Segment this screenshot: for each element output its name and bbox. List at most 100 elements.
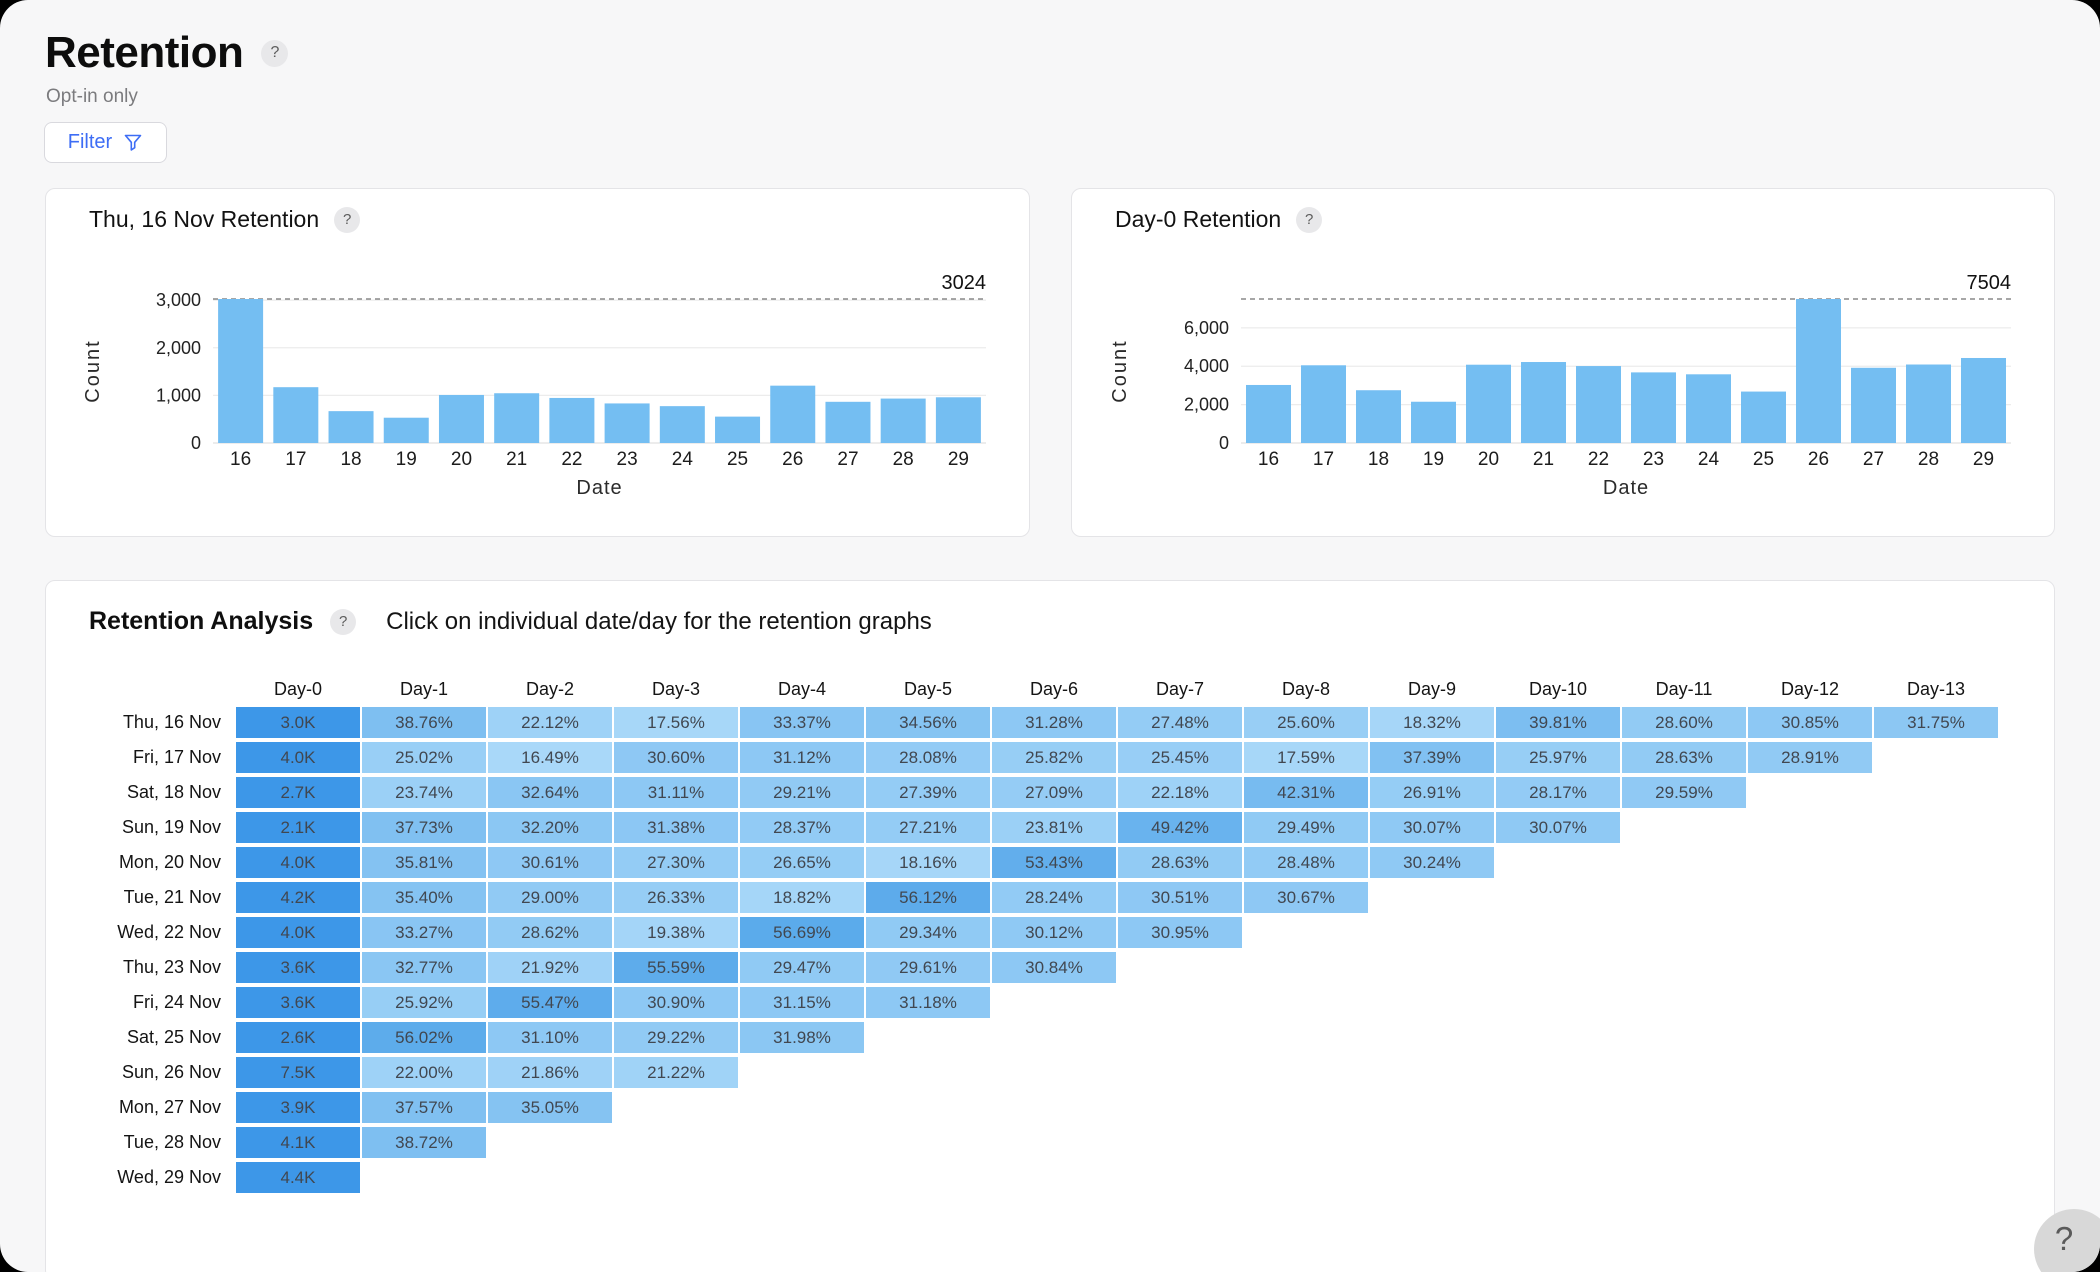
retention-pct-cell[interactable]: 31.75% [1874,707,1998,738]
retention-pct-cell[interactable]: 30.07% [1496,812,1620,843]
day0-count-cell[interactable]: 7.5K [236,1057,360,1088]
retention-pct-cell[interactable]: 18.32% [1370,707,1494,738]
column-header-day-2[interactable]: Day-2 [525,679,574,699]
retention-pct-cell[interactable]: 39.81% [1496,707,1620,738]
column-header-day-7[interactable]: Day-7 [1155,679,1204,699]
bar-27[interactable] [1851,367,1896,443]
retention-pct-cell[interactable]: 25.97% [1496,742,1620,773]
retention-pct-cell[interactable]: 30.61% [488,847,612,878]
retention-pct-cell[interactable]: 35.05% [488,1092,612,1123]
day0-count-cell[interactable]: 3.6K [236,987,360,1018]
row-label[interactable]: Fri, 17 Nov [132,747,221,767]
retention-pct-cell[interactable]: 29.34% [866,917,990,948]
retention-pct-cell[interactable]: 55.59% [614,952,738,983]
retention-pct-cell[interactable]: 27.48% [1118,707,1242,738]
retention-pct-cell[interactable]: 31.15% [740,987,864,1018]
retention-pct-cell[interactable]: 27.21% [866,812,990,843]
retention-pct-cell[interactable]: 27.30% [614,847,738,878]
retention-pct-cell[interactable]: 32.20% [488,812,612,843]
floating-help-button[interactable]: ? [2034,1209,2100,1272]
column-header-day-0[interactable]: Day-0 [273,679,322,699]
bar-25[interactable] [715,416,761,443]
retention-pct-cell[interactable]: 31.98% [740,1022,864,1053]
retention-pct-cell[interactable]: 21.22% [614,1057,738,1088]
analysis-help-icon[interactable]: ? [330,608,357,635]
retention-pct-cell[interactable]: 28.48% [1244,847,1368,878]
bar-28[interactable] [880,398,926,443]
retention-pct-cell[interactable]: 30.84% [992,952,1116,983]
retention-pct-cell[interactable]: 23.81% [992,812,1116,843]
bar-16[interactable] [1246,384,1291,443]
retention-pct-cell[interactable]: 29.49% [1244,812,1368,843]
retention-pct-cell[interactable]: 30.85% [1748,707,1872,738]
retention-pct-cell[interactable]: 23.74% [362,777,486,808]
bar-16[interactable] [218,299,264,443]
retention-pct-cell[interactable]: 31.12% [740,742,864,773]
bar-17[interactable] [1301,365,1346,443]
retention-pct-cell[interactable]: 29.59% [1622,777,1746,808]
day0-count-cell[interactable]: 4.2K [236,882,360,913]
bar-24[interactable] [1686,374,1731,443]
column-header-day-9[interactable]: Day-9 [1407,679,1456,699]
retention-pct-cell[interactable]: 26.33% [614,882,738,913]
column-header-day-11[interactable]: Day-11 [1655,679,1713,699]
bar-23[interactable] [604,403,650,443]
retention-pct-cell[interactable]: 35.40% [362,882,486,913]
retention-pct-cell[interactable]: 55.47% [488,987,612,1018]
row-label[interactable]: Thu, 23 Nov [122,957,221,977]
day0-count-cell[interactable]: 4.0K [236,917,360,948]
retention-pct-cell[interactable]: 37.57% [362,1092,486,1123]
day0-count-cell[interactable]: 4.1K [236,1127,360,1158]
bar-20[interactable] [1466,364,1511,443]
retention-pct-cell[interactable]: 26.65% [740,847,864,878]
retention-pct-cell[interactable]: 30.90% [614,987,738,1018]
column-header-day-10[interactable]: Day-10 [1528,679,1588,699]
retention-pct-cell[interactable]: 38.76% [362,707,486,738]
retention-pct-cell[interactable]: 25.82% [992,742,1116,773]
chart-help-icon[interactable]: ? [334,206,361,233]
row-label[interactable]: Thu, 16 Nov [122,712,221,732]
retention-pct-cell[interactable]: 30.60% [614,742,738,773]
column-header-day-13[interactable]: Day-13 [1906,679,1966,699]
day0-count-cell[interactable]: 2.1K [236,812,360,843]
retention-pct-cell[interactable]: 25.92% [362,987,486,1018]
bar-29[interactable] [935,397,981,443]
row-label[interactable]: Tue, 21 Nov [123,887,221,907]
bar-22[interactable] [549,397,595,443]
bar-24[interactable] [659,406,705,443]
retention-pct-cell[interactable]: 28.60% [1622,707,1746,738]
retention-pct-cell[interactable]: 53.43% [992,847,1116,878]
retention-pct-cell[interactable]: 28.62% [488,917,612,948]
bar-19[interactable] [383,417,429,443]
retention-pct-cell[interactable]: 30.12% [992,917,1116,948]
retention-pct-cell[interactable]: 28.17% [1496,777,1620,808]
retention-pct-cell[interactable]: 32.77% [362,952,486,983]
retention-pct-cell[interactable]: 37.39% [1370,742,1494,773]
bar-20[interactable] [438,394,484,443]
retention-pct-cell[interactable]: 28.91% [1748,742,1872,773]
retention-pct-cell[interactable]: 31.11% [614,777,738,808]
retention-pct-cell[interactable]: 30.07% [1370,812,1494,843]
retention-pct-cell[interactable]: 35.81% [362,847,486,878]
retention-pct-cell[interactable]: 18.82% [740,882,864,913]
day0-count-cell[interactable]: 3.9K [236,1092,360,1123]
retention-pct-cell[interactable]: 32.64% [488,777,612,808]
bar-19[interactable] [1411,401,1456,443]
retention-pct-cell[interactable]: 56.12% [866,882,990,913]
retention-pct-cell[interactable]: 30.95% [1118,917,1242,948]
bar-25[interactable] [1741,391,1786,443]
retention-pct-cell[interactable]: 22.18% [1118,777,1242,808]
row-label[interactable]: Tue, 28 Nov [123,1132,221,1152]
row-label[interactable]: Fri, 24 Nov [132,992,221,1012]
bar-28[interactable] [1906,364,1951,443]
retention-pct-cell[interactable]: 37.73% [362,812,486,843]
retention-pct-cell[interactable]: 31.10% [488,1022,612,1053]
column-header-day-6[interactable]: Day-6 [1029,679,1078,699]
day0-count-cell[interactable]: 4.0K [236,847,360,878]
retention-pct-cell[interactable]: 31.28% [992,707,1116,738]
row-label[interactable]: Sat, 25 Nov [126,1027,221,1047]
retention-pct-cell[interactable]: 25.02% [362,742,486,773]
row-label[interactable]: Mon, 27 Nov [118,1097,221,1117]
retention-pct-cell[interactable]: 33.37% [740,707,864,738]
day0-count-cell[interactable]: 4.0K [236,742,360,773]
